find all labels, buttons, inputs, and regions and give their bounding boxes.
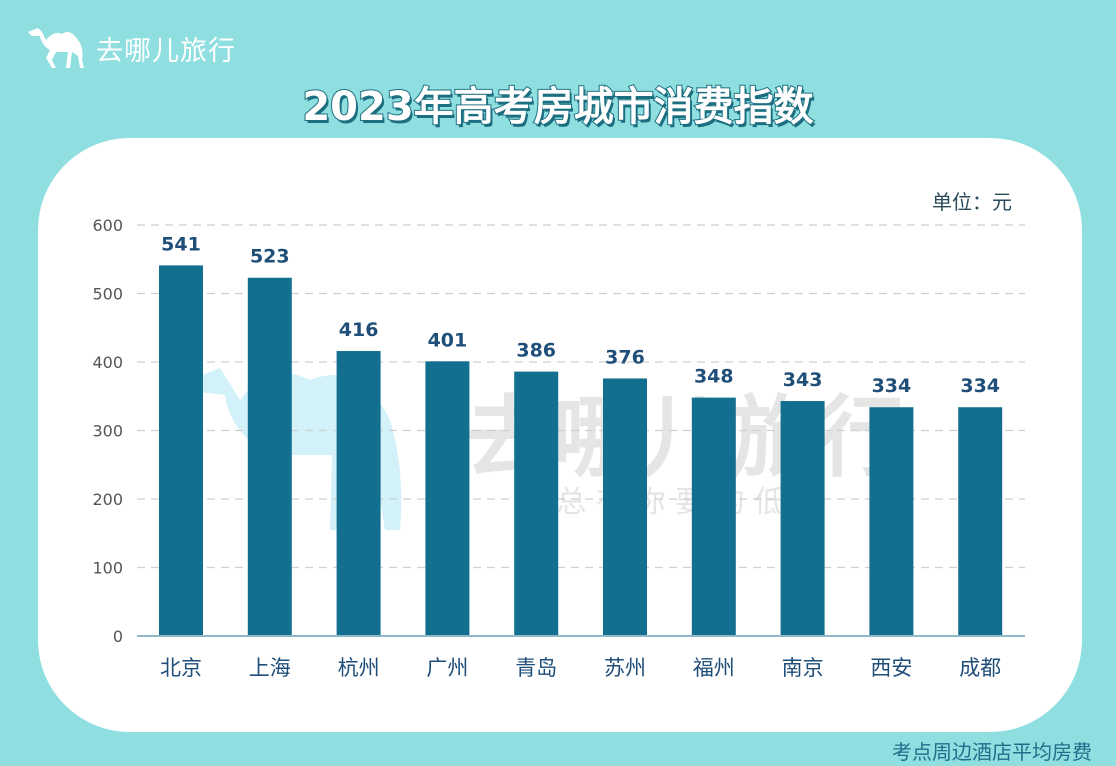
x-tick-label: 苏州 <box>604 656 646 680</box>
data-label: 401 <box>428 329 468 351</box>
watermark-slogan: 总 有 你 要 的 低 价 <box>556 485 823 520</box>
bar <box>780 401 825 636</box>
data-label: 541 <box>161 233 201 255</box>
data-label: 416 <box>339 319 379 341</box>
data-label: 334 <box>872 375 912 397</box>
camel-icon <box>28 28 84 68</box>
y-tick-label: 0 <box>113 627 123 646</box>
x-tick-label: 广州 <box>426 656 468 680</box>
bar <box>247 277 292 636</box>
x-tick-label: 杭州 <box>338 656 380 680</box>
data-label: 386 <box>516 340 556 362</box>
bar <box>691 397 736 636</box>
bar <box>514 371 559 636</box>
x-tick-label: 上海 <box>249 656 291 680</box>
y-tick-label: 600 <box>92 216 123 235</box>
brand-logo: 去哪儿旅行 <box>26 26 236 70</box>
data-label: 348 <box>694 366 734 388</box>
bar <box>603 378 647 636</box>
data-label: 334 <box>960 375 1000 397</box>
bar <box>159 265 203 636</box>
y-tick-label: 200 <box>92 490 123 509</box>
data-label: 523 <box>250 246 290 268</box>
x-tick-label: 北京 <box>160 656 202 680</box>
data-label: 343 <box>783 369 823 391</box>
x-tick-label: 成都 <box>959 656 1001 680</box>
data-label: 376 <box>605 346 645 368</box>
x-tick-label: 西安 <box>870 656 912 680</box>
x-tick-label: 福州 <box>693 656 735 680</box>
y-tick-label: 300 <box>92 422 123 441</box>
y-tick-label: 100 <box>92 559 123 578</box>
footer-note: 考点周边酒店平均房费 <box>892 740 1092 764</box>
bar <box>869 407 914 636</box>
unit-label: 单位：元 <box>932 190 1012 214</box>
chart-title: 2023年高考房城市消费指数 <box>301 83 814 131</box>
y-tick-label: 500 <box>92 285 123 304</box>
bar <box>958 407 1003 636</box>
bar <box>336 351 381 636</box>
y-tick-label: 400 <box>92 353 123 372</box>
x-tick-label: 青岛 <box>515 656 557 680</box>
x-tick-label: 南京 <box>782 656 824 680</box>
bar <box>425 361 470 636</box>
brand-name: 去哪儿旅行 <box>96 35 236 67</box>
